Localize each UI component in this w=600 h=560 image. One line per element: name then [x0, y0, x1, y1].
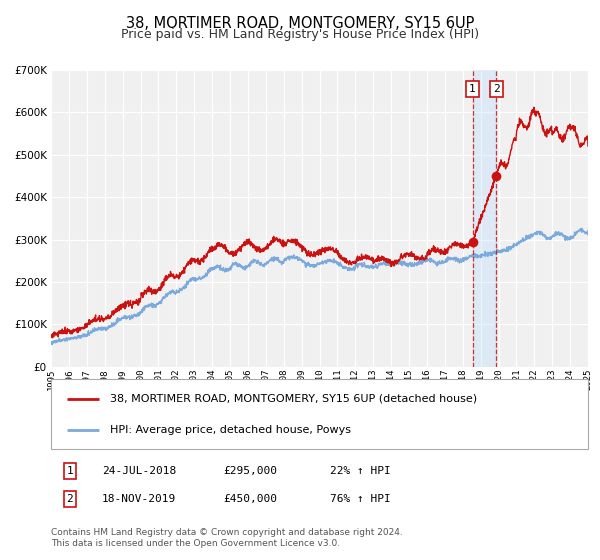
Text: 2: 2: [493, 84, 500, 94]
Text: 1: 1: [67, 466, 73, 476]
Text: 18-NOV-2019: 18-NOV-2019: [102, 494, 176, 504]
Text: £450,000: £450,000: [223, 494, 277, 504]
Text: 1: 1: [469, 84, 476, 94]
Text: 38, MORTIMER ROAD, MONTGOMERY, SY15 6UP (detached house): 38, MORTIMER ROAD, MONTGOMERY, SY15 6UP …: [110, 394, 477, 404]
Text: 22% ↑ HPI: 22% ↑ HPI: [330, 466, 391, 476]
FancyBboxPatch shape: [51, 379, 588, 449]
Text: £295,000: £295,000: [223, 466, 277, 476]
Bar: [473, 70, 496, 367]
Text: Contains HM Land Registry data © Crown copyright and database right 2024.: Contains HM Land Registry data © Crown c…: [51, 528, 403, 536]
Text: HPI: Average price, detached house, Powys: HPI: Average price, detached house, Powy…: [110, 424, 351, 435]
Text: Price paid vs. HM Land Registry's House Price Index (HPI): Price paid vs. HM Land Registry's House …: [121, 28, 479, 41]
Text: 38, MORTIMER ROAD, MONTGOMERY, SY15 6UP: 38, MORTIMER ROAD, MONTGOMERY, SY15 6UP: [126, 16, 474, 31]
Text: 24-JUL-2018: 24-JUL-2018: [102, 466, 176, 476]
Text: This data is licensed under the Open Government Licence v3.0.: This data is licensed under the Open Gov…: [51, 539, 340, 548]
Text: 2: 2: [67, 494, 73, 504]
Text: 76% ↑ HPI: 76% ↑ HPI: [330, 494, 391, 504]
